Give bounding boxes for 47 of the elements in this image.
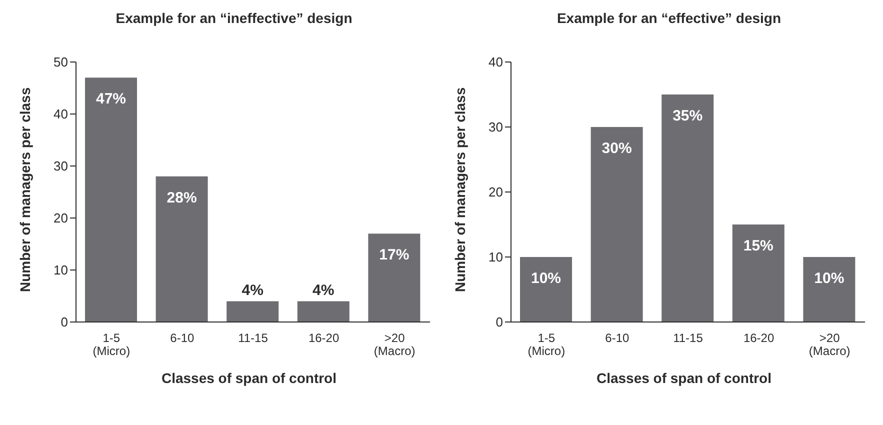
data-label: 15% [743, 238, 774, 254]
bar [590, 127, 643, 322]
x-tick-label: 11-15 [673, 331, 704, 345]
bar [803, 257, 856, 322]
data-label: 35% [672, 108, 703, 124]
data-label: 4% [242, 282, 264, 300]
bar [368, 234, 420, 322]
x-tick-label: 16-20 [308, 331, 340, 345]
data-label: 28% [166, 189, 197, 206]
data-label: 10% [530, 270, 562, 287]
y-tick-label: 20 [488, 184, 503, 200]
bar [85, 78, 137, 322]
y-tick-label: 40 [488, 54, 503, 70]
data-label: 10% [814, 270, 844, 287]
y-tick-label: 50 [54, 54, 68, 70]
y-tick-label: 10 [54, 262, 68, 278]
y-tick-label: 30 [54, 158, 68, 174]
x-tick-label: 1-5 (Micro) [92, 331, 130, 358]
y-tick-label: 0 [496, 314, 503, 330]
x-tick-label: 1-5 (Micro) [528, 331, 566, 358]
y-tick-label: 20 [54, 210, 68, 226]
data-label: 47% [96, 90, 126, 108]
chart-title: Example for an “effective” design [556, 9, 782, 28]
x-axis-title: Classes of span of control [160, 370, 338, 386]
y-tick-label: 10 [488, 250, 503, 265]
x-tick-label: >20 (Macro) [808, 331, 850, 358]
data-label: 17% [379, 246, 410, 264]
data-label: 30% [602, 140, 632, 157]
bar [520, 257, 572, 322]
bar [662, 94, 714, 322]
chart-title: Example for an “ineffective” design [114, 9, 354, 28]
x-tick-label: 11-15 [238, 331, 268, 345]
x-tick-label: >20 (Macro) [374, 331, 416, 358]
y-axis-title: Number of managers per class [16, 87, 33, 292]
bar [732, 224, 784, 322]
data-label: 4% [312, 282, 334, 300]
y-tick-label: 30 [488, 120, 503, 135]
bar [156, 176, 208, 322]
x-tick-label: 6-10 [170, 331, 195, 345]
y-tick-label: 0 [60, 314, 68, 330]
x-tick-label: 6-10 [605, 331, 630, 345]
y-tick-label: 40 [54, 106, 68, 122]
x-axis-title: Classes of span of control [595, 370, 773, 386]
y-axis-title: Number of managers per class [452, 87, 468, 292]
bar [226, 301, 279, 322]
x-tick-label: 16-20 [743, 331, 774, 345]
bar [297, 301, 350, 322]
